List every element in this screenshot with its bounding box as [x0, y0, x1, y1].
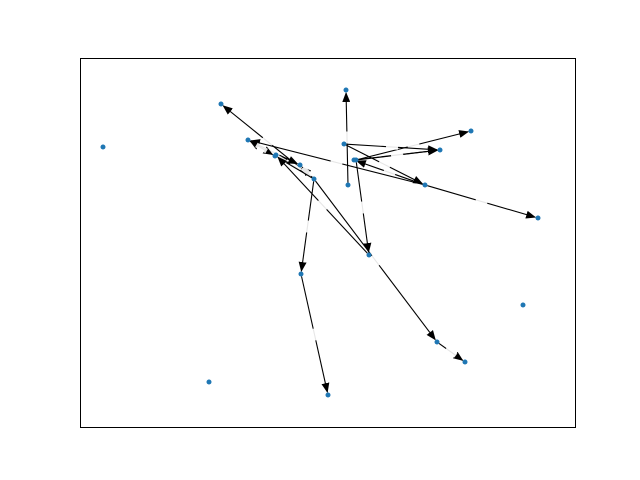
- node-n9: [341, 141, 347, 147]
- node-n17: [434, 339, 440, 345]
- edge-label-n11-n3: [390, 151, 404, 159]
- node-n13: [353, 157, 359, 163]
- node-n0: [100, 144, 106, 150]
- edge-label-n12-n14: [330, 158, 343, 167]
- node-n12: [422, 182, 428, 188]
- edge-label-n13-n16: [359, 201, 366, 214]
- node-n21: [520, 302, 526, 308]
- edge-label-n12-n11: [383, 168, 396, 177]
- node-n19: [272, 153, 278, 159]
- node-n1: [343, 87, 349, 93]
- node-n7: [297, 162, 303, 168]
- node-n2: [218, 101, 224, 107]
- edge-label-n9-n3: [385, 144, 399, 150]
- node-n20: [462, 359, 468, 365]
- edge-label-n13-n4: [407, 141, 420, 150]
- node-n14: [245, 137, 251, 143]
- node-n10: [345, 182, 351, 188]
- edge-label-n8-n17: [369, 254, 382, 267]
- node-n4: [468, 128, 474, 134]
- edge-label-n8-n2: [261, 135, 274, 148]
- node-n5: [535, 215, 541, 221]
- edge-label-n10-n1: [344, 131, 350, 144]
- edge-label-n8-n15: [304, 220, 311, 233]
- node-n16: [366, 252, 372, 258]
- edge-label-n14-n19: [255, 142, 268, 154]
- edge-layer: [222, 91, 537, 394]
- node-n3: [437, 147, 443, 153]
- edge-label-n17-n20: [444, 346, 458, 358]
- edge-label-n12-n5: [475, 197, 488, 206]
- node-n22: [206, 379, 212, 385]
- node-n18: [325, 392, 331, 398]
- edge-label-n8-n7: [300, 165, 314, 179]
- node-layer: [100, 87, 541, 398]
- node-n8: [311, 176, 317, 182]
- edge-label-n9-n12: [378, 159, 391, 170]
- node-n15: [298, 271, 304, 277]
- edge-label-n15-n18: [310, 328, 319, 341]
- axes-frame: [80, 58, 576, 428]
- edge-label-n16-n6: [316, 198, 329, 212]
